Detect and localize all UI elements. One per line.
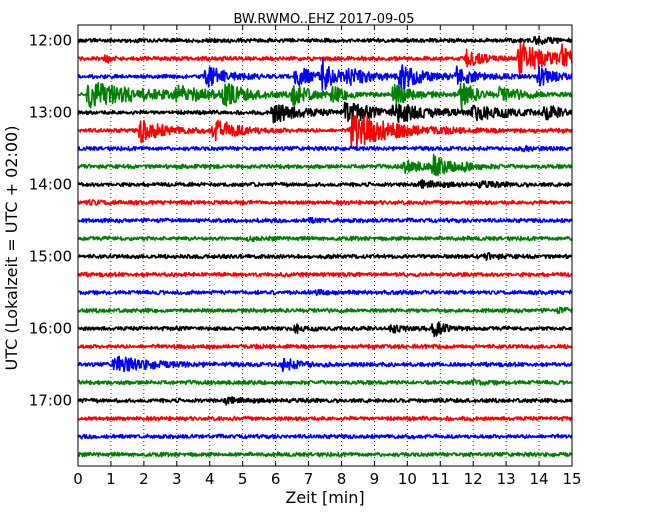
trace-layer [77,35,573,458]
y-tick-label: 13:00 [29,104,72,122]
x-tick-label: 4 [205,470,215,488]
seismic-trace [77,144,573,153]
seismic-trace [77,115,573,149]
seismic-trace [77,251,573,262]
x-tick-label: 12 [464,470,483,488]
seismic-trace [77,57,573,91]
vertical-grid [110,25,540,466]
seismic-trace [77,199,573,206]
y-tick-label: 12:00 [29,32,72,50]
x-tick-label: 2 [139,470,149,488]
seismic-trace [77,153,573,177]
seismic-trace [77,343,573,350]
y-tick-label: 14:00 [29,176,72,194]
x-tick-label: 15 [562,470,581,488]
y-axis-label: UTC (Lokalzeit = UTC + 02:00) [2,126,21,371]
chart-title: BW.RWMO..EHZ 2017-09-05 [233,12,414,27]
x-tick-label: 3 [172,470,182,488]
y-tick-label: 16:00 [29,320,72,338]
seismic-trace [77,415,573,422]
x-tick-label: 0 [73,470,83,488]
x-tick-label: 14 [530,470,549,488]
x-tick-label: 8 [337,470,347,488]
x-tick-label: 13 [497,470,516,488]
x-tick-label: 9 [370,470,380,488]
axis-ticks: 0 1 2 3 4 5 6 7 8 9 10 11 12 13 14 1512:0013:0014:0015:… [29,25,582,488]
seismic-trace [77,216,573,224]
seismic-trace [77,306,573,315]
x-tick-label: 7 [304,470,314,488]
y-tick-label: 17:00 [29,392,72,410]
x-tick-label: 1 [106,470,116,488]
seismic-trace [77,235,573,243]
seismic-trace [77,271,573,278]
seismic-trace [77,35,573,46]
seismic-trace [77,355,573,373]
seismic-trace [77,82,573,110]
seismic-trace [77,288,573,297]
x-tick-label: 5 [238,470,248,488]
seismic-trace [77,101,573,124]
x-tick-label: 6 [271,470,281,488]
seismic-trace [77,42,573,75]
x-tick-label: 11 [431,470,450,488]
seismic-trace [77,433,573,440]
seismic-trace [77,451,573,458]
seismic-trace [77,378,573,386]
x-tick-label: 10 [398,470,417,488]
seismic-trace [77,179,573,189]
plot-frame [77,24,573,467]
seismic-trace [77,321,573,338]
y-tick-label: 15:00 [29,248,72,266]
x-axis-label: Zeit [min] [285,488,364,507]
seismic-trace [77,396,573,406]
